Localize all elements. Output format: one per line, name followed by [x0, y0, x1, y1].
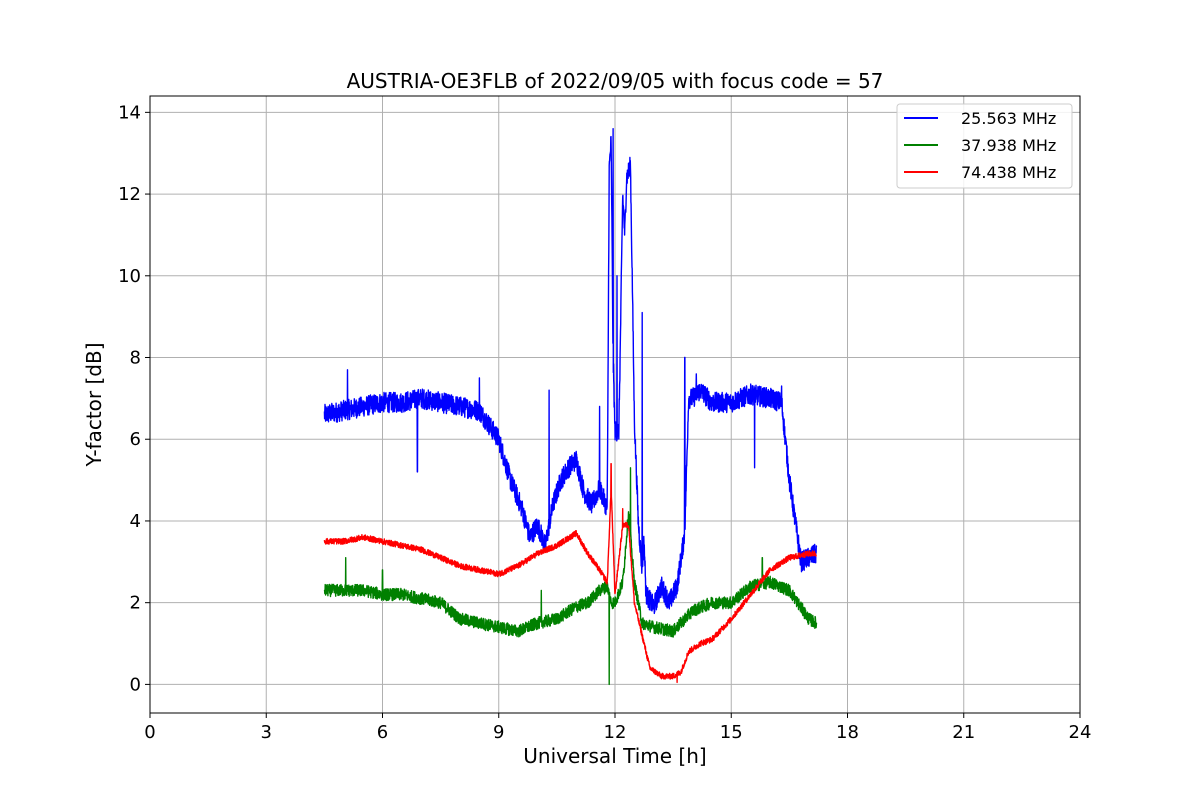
- x-tick-label: 6: [377, 722, 388, 743]
- y-tick-label: 4: [130, 511, 141, 532]
- x-tick-label: 12: [604, 722, 627, 743]
- x-tick-label: 0: [144, 722, 155, 743]
- x-axis-label: Universal Time [h]: [523, 744, 706, 768]
- x-tick-label: 3: [261, 722, 272, 743]
- y-tick-label: 6: [130, 429, 141, 450]
- series-lines: [323, 127, 818, 686]
- y-tick-label: 2: [130, 593, 141, 614]
- legend-entry-37-938: 37.938 MHz: [961, 136, 1056, 155]
- series-line-25-563-mhz: [323, 127, 818, 615]
- series-line-37-938-mhz: [323, 467, 818, 686]
- y-axis-label: Y-factor [dB]: [82, 342, 106, 467]
- legend-box: [896, 103, 1073, 189]
- y-tick-label: 10: [118, 266, 141, 287]
- x-tick-label: 24: [1069, 722, 1092, 743]
- x-tick-label: 9: [493, 722, 504, 743]
- y-tick-label: 8: [130, 348, 141, 369]
- legend-entry-25-563: 25.563 MHz: [961, 109, 1056, 128]
- x-tick-label: 15: [720, 722, 743, 743]
- legend: 25.563 MHz 37.938 MHz 74.438 MHz: [896, 103, 1073, 189]
- y-tick-label: 14: [118, 102, 141, 123]
- y-tick-label: 12: [118, 184, 141, 205]
- chart-title: AUSTRIA-OE3FLB of 2022/09/05 with focus …: [347, 69, 884, 93]
- series-line-74-438-mhz: [323, 463, 817, 684]
- x-tick-label: 21: [952, 722, 975, 743]
- legend-entry-74-438: 74.438 MHz: [961, 163, 1056, 182]
- y-tick-label: 0: [130, 674, 141, 695]
- x-tick-label: 18: [836, 722, 859, 743]
